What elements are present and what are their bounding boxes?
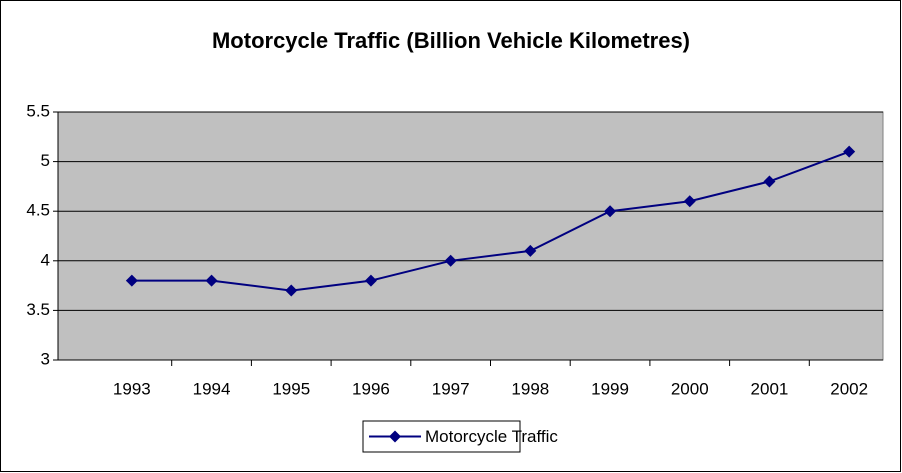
x-tick-label: 1996 xyxy=(352,379,390,398)
plot-area xyxy=(57,111,884,361)
y-tick-label: 4 xyxy=(41,250,50,269)
x-tick-label: 1994 xyxy=(193,379,231,398)
point-marker xyxy=(205,274,218,287)
x-tick-label: 1993 xyxy=(113,379,151,398)
point-marker xyxy=(444,254,457,267)
point-marker xyxy=(683,195,696,208)
y-tick-label: 3.5 xyxy=(26,300,50,319)
point-marker xyxy=(125,274,138,287)
y-tick-label: 5.5 xyxy=(26,101,50,120)
chart-title: Motorcycle Traffic (Billion Vehicle Kilo… xyxy=(212,28,690,53)
x-tick-label: 1999 xyxy=(591,379,629,398)
x-tick-label: 1997 xyxy=(432,379,470,398)
x-tick-label: 2001 xyxy=(751,379,789,398)
x-tick-label: 2000 xyxy=(671,379,709,398)
legend-marker xyxy=(389,430,401,443)
x-tick-label: 1995 xyxy=(272,379,310,398)
series-line xyxy=(131,150,850,292)
legend-label: Motorcycle Traffic xyxy=(425,427,558,446)
point-marker xyxy=(763,175,776,188)
point-marker xyxy=(524,244,537,257)
point-marker xyxy=(843,145,856,158)
x-tick-label: 1998 xyxy=(511,379,549,398)
y-tick-label: 3 xyxy=(41,349,50,368)
point-marker xyxy=(604,205,617,218)
point-marker xyxy=(364,274,377,287)
point-marker xyxy=(285,284,298,297)
y-tick-label: 5 xyxy=(41,151,50,170)
y-tick-label: 4.5 xyxy=(26,201,50,220)
x-tick-label: 2002 xyxy=(830,379,868,398)
